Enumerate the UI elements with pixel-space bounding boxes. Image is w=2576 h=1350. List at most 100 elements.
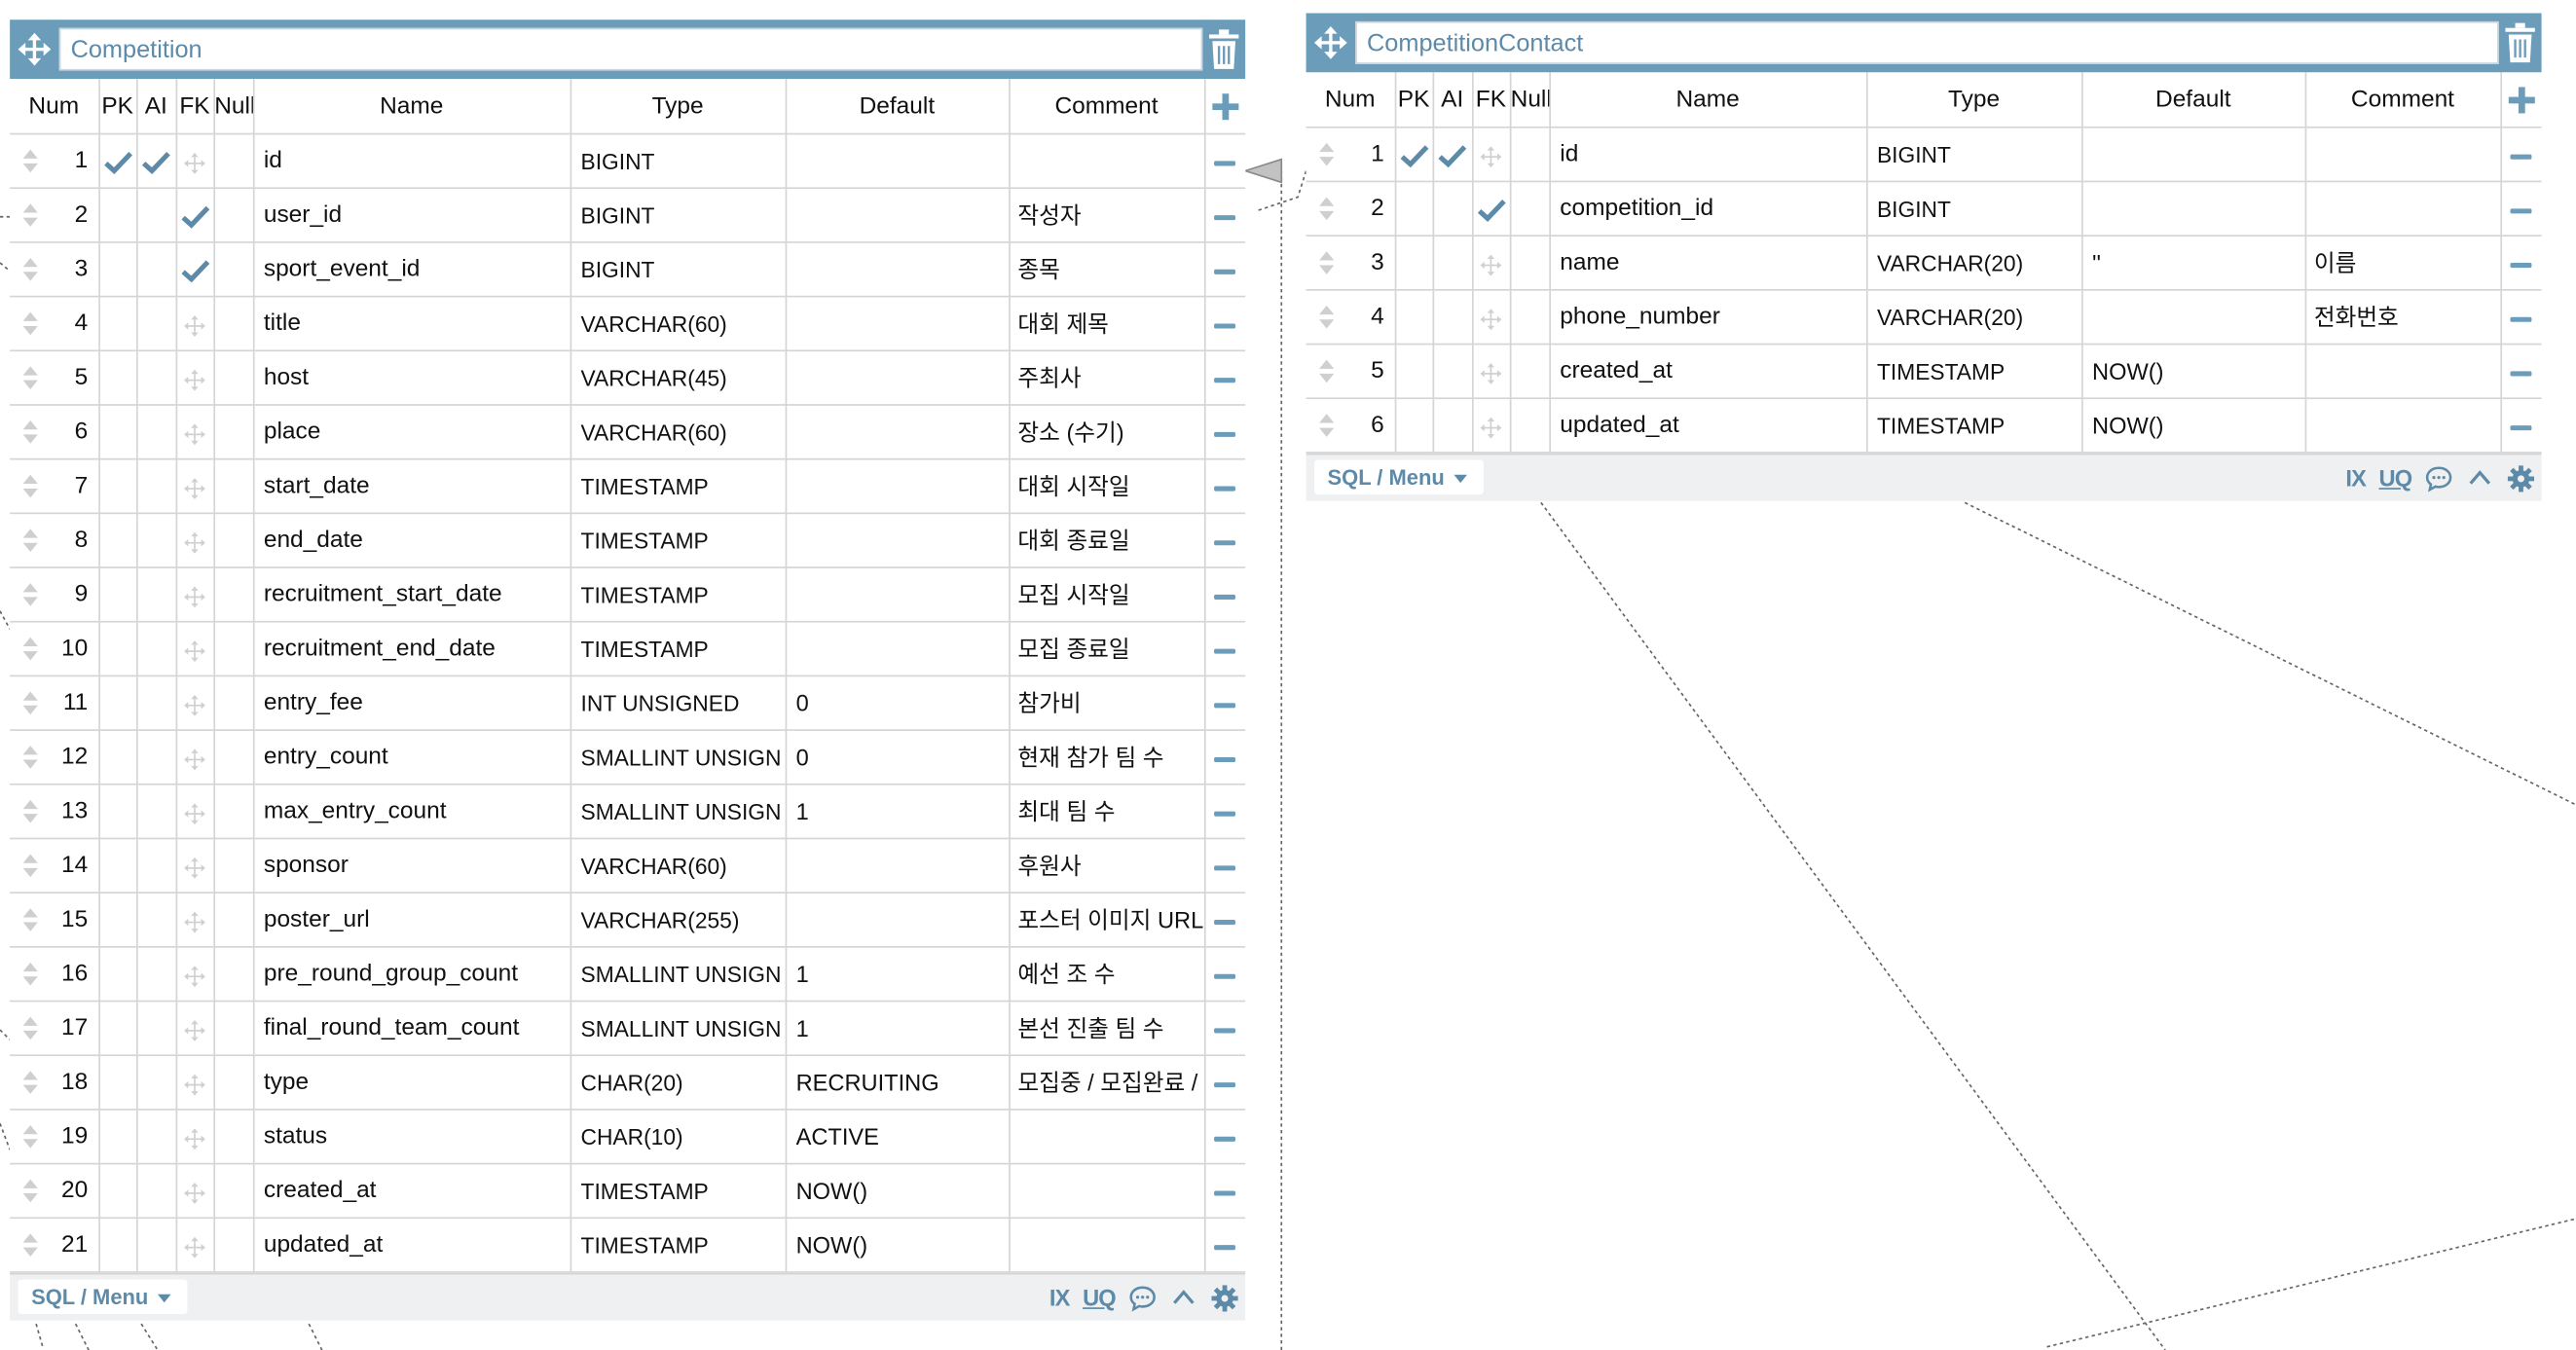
pk-toggle[interactable] [98,567,136,622]
fk-toggle[interactable] [176,947,214,1002]
ai-toggle[interactable] [136,567,176,622]
sort-handle-icon[interactable] [21,148,40,174]
ai-toggle[interactable] [136,838,176,893]
minus-icon[interactable] [1214,1136,1235,1141]
fk-toggle[interactable] [176,350,214,405]
ai-toggle[interactable] [136,350,176,405]
ai-toggle[interactable] [136,405,176,459]
column-comment[interactable]: 대회 종료일 [1009,513,1204,567]
unique-button[interactable]: UQ [2379,465,2412,492]
column-type[interactable]: TIMESTAMP [570,1164,786,1219]
column-name[interactable]: pre_round_group_count [253,947,570,1002]
pk-toggle[interactable] [98,297,136,351]
fk-toggle[interactable] [176,1055,214,1110]
column-default[interactable]: '' [2081,236,2305,290]
fk-toggle[interactable] [176,675,214,730]
column-default[interactable] [786,242,1010,297]
column-name[interactable]: entry_count [253,730,570,784]
sort-handle-icon[interactable] [21,1178,40,1204]
pk-toggle[interactable] [98,838,136,893]
column-comment[interactable]: 후원사 [1009,838,1204,893]
pk-toggle[interactable] [98,513,136,567]
column-type[interactable]: INT UNSIGNED [570,675,786,730]
column-default[interactable]: 1 [786,1002,1010,1056]
column-comment[interactable] [1009,1164,1204,1219]
ai-toggle[interactable] [136,1218,176,1272]
column-default[interactable] [786,513,1010,567]
sort-handle-icon[interactable] [21,419,40,445]
column-comment[interactable] [2305,128,2501,182]
column-name[interactable]: entry_fee [253,675,570,730]
null-toggle[interactable] [213,242,253,297]
null-toggle[interactable] [213,350,253,405]
minus-icon[interactable] [1214,378,1235,383]
minus-icon[interactable] [1214,486,1235,491]
column-type[interactable]: VARCHAR(20) [1866,290,2081,345]
column-name[interactable]: phone_number [1549,290,1866,345]
column-type[interactable]: SMALLINT UNSIGN [570,1002,786,1056]
column-default[interactable] [786,350,1010,405]
null-toggle[interactable] [213,1164,253,1219]
minus-icon[interactable] [1214,1028,1235,1033]
column-type[interactable]: TIMESTAMP [1866,345,2081,399]
sort-handle-icon[interactable] [21,528,40,554]
column-type[interactable]: TIMESTAMP [570,622,786,676]
column-default[interactable] [2081,181,2305,236]
null-toggle[interactable] [213,188,253,242]
ai-toggle[interactable] [1433,345,1473,399]
column-name[interactable]: recruitment_end_date [253,622,570,676]
null-toggle[interactable] [1510,181,1550,236]
null-toggle[interactable] [213,622,253,676]
pk-toggle[interactable] [98,622,136,676]
column-comment[interactable]: 모집 종료일 [1009,622,1204,676]
fk-toggle[interactable] [176,784,214,839]
ai-toggle[interactable] [136,893,176,947]
column-default[interactable] [786,567,1010,622]
sort-handle-icon[interactable] [21,907,40,933]
column-comment[interactable]: 본선 진출 팀 수 [1009,1002,1204,1056]
minus-icon[interactable] [1214,920,1235,925]
null-toggle[interactable] [213,893,253,947]
fk-toggle[interactable] [176,459,214,514]
column-default[interactable]: 1 [786,784,1010,839]
pk-toggle[interactable] [1395,398,1433,453]
null-toggle[interactable] [1510,290,1550,345]
pk-toggle[interactable] [98,405,136,459]
sort-handle-icon[interactable] [21,310,40,337]
column-name[interactable]: status [253,1110,570,1164]
minus-icon[interactable] [1214,648,1235,653]
null-toggle[interactable] [213,134,253,189]
column-default[interactable]: NOW() [2081,345,2305,399]
column-comment[interactable]: 모집중 / 모집완료 / [1009,1055,1204,1110]
sql-menu-button[interactable]: SQL / Menu [1314,460,1484,494]
minus-icon[interactable] [2511,154,2532,159]
column-type[interactable]: VARCHAR(60) [570,297,786,351]
collapse-icon[interactable] [2466,464,2494,493]
column-name[interactable]: place [253,405,570,459]
column-name[interactable]: end_date [253,513,570,567]
fk-toggle[interactable] [176,567,214,622]
sort-handle-icon[interactable] [1317,358,1336,384]
column-default[interactable] [2081,290,2305,345]
pk-toggle[interactable] [98,947,136,1002]
pk-toggle[interactable] [98,1164,136,1219]
column-comment[interactable]: 전화번호 [2305,290,2501,345]
null-toggle[interactable] [1510,236,1550,290]
null-toggle[interactable] [213,567,253,622]
column-default[interactable]: 1 [786,947,1010,1002]
column-type[interactable]: VARCHAR(60) [570,405,786,459]
column-type[interactable]: CHAR(10) [570,1110,786,1164]
fk-toggle[interactable] [176,1002,214,1056]
column-type[interactable]: SMALLINT UNSIGN [570,947,786,1002]
fk-toggle[interactable] [176,838,214,893]
column-name[interactable]: updated_at [253,1218,570,1272]
trash-icon[interactable] [2502,21,2538,64]
